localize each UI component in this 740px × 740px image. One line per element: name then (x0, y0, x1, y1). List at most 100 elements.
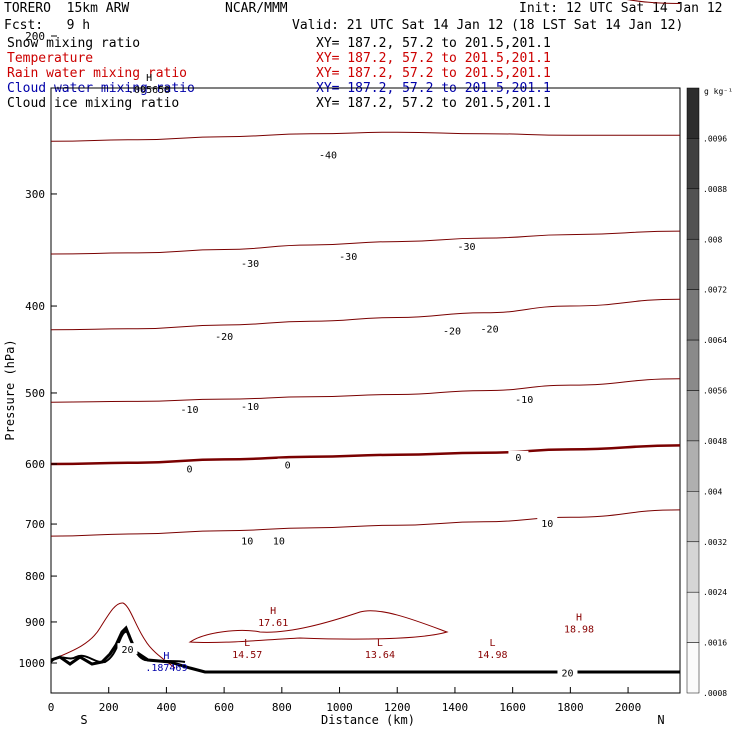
colorbar-tick-label: .0088 (703, 185, 727, 194)
colorbar-segment (686, 390, 700, 442)
colorbar-segment (686, 642, 700, 694)
extremum-kind: H (146, 73, 152, 84)
legend-snow-xy: XY= 187.2, 57.2 to 201.5,201.1 (316, 36, 551, 51)
colorbar-tick-label: .004 (703, 487, 722, 496)
contour-label-bg (442, 324, 463, 336)
x-tick-label: 1200 (384, 701, 411, 714)
contour-label-bg (214, 330, 235, 342)
legend-rain-xy: XY= 187.2, 57.2 to 201.5,201.1 (316, 66, 551, 81)
extremum-kind: L (244, 638, 250, 649)
colorbar-segment (686, 188, 700, 240)
contour-label-bg (557, 666, 578, 678)
contour-label: 20 (121, 645, 133, 656)
colorbar-tick-label: .0064 (703, 336, 727, 345)
colorbar-tick-label: .0016 (703, 639, 727, 648)
forecast-hour: Fcst: 9 h (4, 18, 91, 33)
rain-mixing-contour (188, 610, 449, 644)
y-tick-label: 1000 (19, 657, 46, 670)
extrema-markers: H.005658H17.61H18.98L14.57L13.64L14.98H.… (128, 73, 594, 674)
contour-line (626, 0, 681, 4)
legend-cloud-ice: Cloud ice mixing ratio (7, 96, 180, 111)
contour-line (50, 509, 681, 537)
colorbar-segment (686, 138, 700, 190)
contour-label: 0 (186, 465, 192, 476)
colorbar-segment (686, 339, 700, 391)
model-title: TORERO 15km ARW (4, 1, 130, 16)
colorbar-tick-label: .0096 (703, 134, 727, 143)
legend-temperature-xy: XY= 187.2, 57.2 to 201.5,201.1 (316, 51, 551, 66)
colorbar-tick-label: .0008 (703, 689, 727, 698)
colorbar-tick-label: .0048 (703, 437, 727, 446)
contour-label-bg (514, 393, 535, 405)
contour-label: 10 (541, 519, 553, 530)
x-tick-label: 1600 (499, 701, 526, 714)
extremum-kind: L (489, 638, 495, 649)
extremum-kind: L (377, 638, 383, 649)
colorbar-tick-label: .0072 (703, 286, 727, 295)
contour-label-bg (237, 534, 258, 546)
y-tick-label: 800 (25, 570, 45, 583)
y-tick-label: 500 (25, 387, 45, 400)
contour-label-bg (277, 458, 298, 470)
extremum-value: .005658 (128, 85, 170, 96)
colorbar-tick-label: .0024 (703, 588, 727, 597)
contour-label: -20 (481, 325, 499, 336)
colorbar: .0096 .0088 .008 .0072 .0064 .0056 .0048 .004 .0… (686, 87, 727, 698)
colorbar-segment (686, 541, 700, 593)
contour-label: -30 (457, 242, 475, 253)
contour-label: -40 (319, 150, 337, 161)
legend-temperature: Temperature (7, 51, 94, 66)
x-tick-label: 400 (156, 701, 176, 714)
x-tick-label: 0 (48, 701, 55, 714)
valid-time: Valid: 21 UTC Sat 14 Jan 12 (18 LST Sat … (292, 18, 684, 33)
extremum-value: 13.64 (365, 650, 395, 661)
y-axis-label: Pressure (hPa) (3, 339, 17, 440)
contour-label: -20 (443, 327, 461, 338)
contour-line (50, 444, 681, 466)
colorbar-unit: g kg⁻¹ (704, 87, 733, 96)
contour-label-bg (179, 462, 200, 474)
temperature-contours (50, 0, 681, 537)
x-tick-label: 200 (99, 701, 119, 714)
contour-label-bg (317, 148, 338, 160)
x-axis: 0 200 400 600 800 1000 1200 1400 1600 1800 2000 (48, 687, 641, 714)
contour-label: 0 (515, 453, 521, 464)
extremum-kind: H (576, 612, 582, 623)
extremum-value: 14.98 (477, 650, 507, 661)
x-tick-label: 600 (214, 701, 234, 714)
contour-line (50, 230, 681, 255)
contour-label: -20 (215, 332, 233, 343)
x-tick-label: 800 (272, 701, 292, 714)
contour-label: 10 (241, 536, 253, 547)
legend-rain: Rain water mixing ratio (7, 66, 188, 81)
extremum-kind: H (163, 651, 169, 662)
contour-label: 10 (273, 536, 285, 547)
rain-plume-contour (50, 602, 176, 669)
extremum-value: 17.61 (258, 618, 288, 629)
contour-line (50, 378, 681, 403)
colorbar-segment (686, 591, 700, 643)
moisture-contours (50, 602, 680, 674)
colorbar-tick-label: .008 (703, 235, 722, 244)
contour-labels: -60-60-40-30-30-30-20-20-20-10-10-100001… (117, 148, 578, 680)
contour-label: -10 (515, 395, 533, 406)
colorbar-segment (686, 239, 700, 290)
north-label: N (657, 713, 664, 727)
extremum-value: 18.98 (564, 624, 594, 635)
colorbar-tick-label: .0032 (703, 538, 727, 547)
extremum-value: .187469 (145, 663, 187, 674)
contour-label-bg (537, 516, 558, 528)
x-tick-label: 1000 (326, 701, 353, 714)
contour-label-bg (240, 256, 261, 268)
x-tick-label: 1800 (557, 701, 584, 714)
snow-contour (50, 630, 186, 664)
y-tick-label: 900 (25, 616, 45, 629)
south-label: S (80, 713, 87, 727)
contour-line (50, 131, 680, 142)
colorbar-segment (686, 87, 700, 139)
contour-label-bg (456, 240, 477, 252)
y-tick-label: 300 (25, 188, 45, 201)
colorbar-segment (686, 491, 700, 542)
contour-label: -10 (241, 402, 259, 413)
